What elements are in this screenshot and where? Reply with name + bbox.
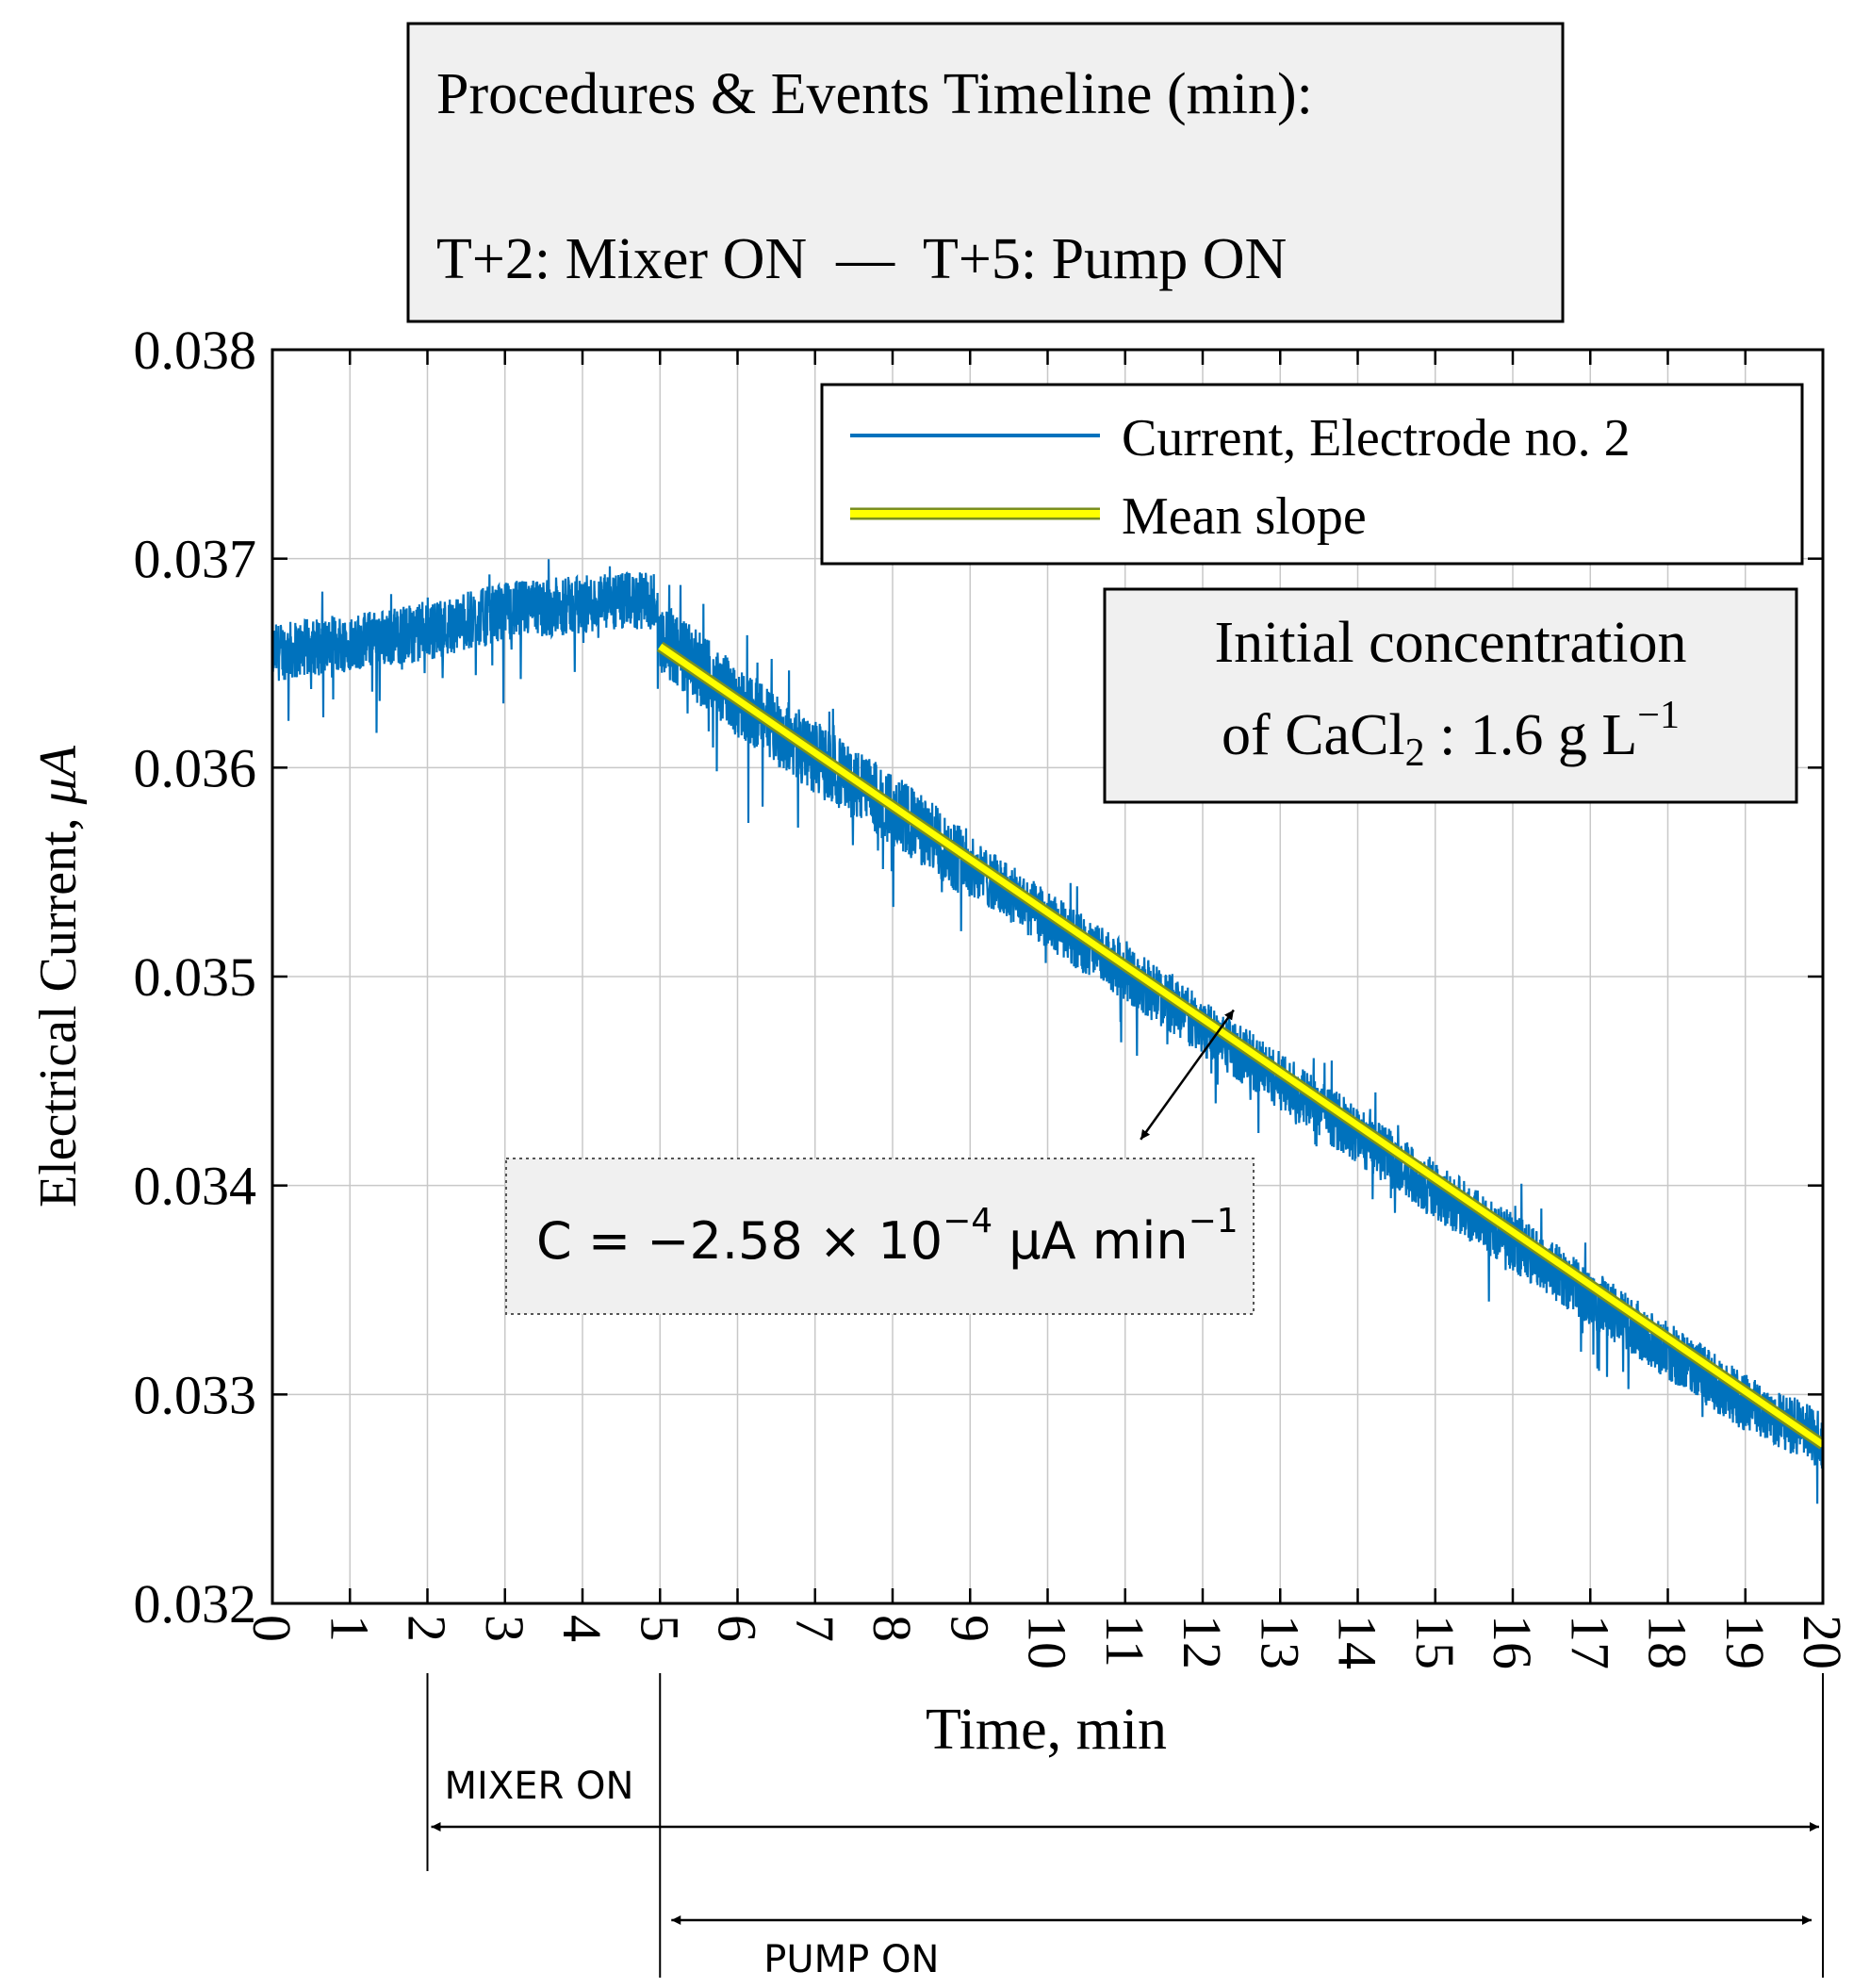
x-tick-label-4: 4	[551, 1615, 613, 1642]
legend-box	[820, 383, 1804, 566]
slope-text: C = −2.58 × 10−4 μA min−1	[536, 1202, 1238, 1271]
x-tick-label-0: 0	[241, 1615, 303, 1642]
concentration-prefix: of CaCl	[1222, 703, 1405, 767]
x-tick-label-14: 14	[1327, 1615, 1388, 1669]
slope-prefix: C = −2.58 × 10	[536, 1211, 943, 1271]
timeline-title-box: Procedures & Events Timeline (min): T+2:…	[406, 22, 1565, 323]
x-tick-label-1: 1	[319, 1615, 380, 1642]
concentration-box	[1103, 587, 1798, 804]
y-tick-label-0.032: 0.032	[134, 1573, 257, 1635]
x-tick-label-8: 8	[861, 1615, 923, 1642]
x-tick-label-6: 6	[707, 1615, 768, 1642]
concentration-line-2: of CaCl2 : 1.6 g L−1	[1222, 694, 1680, 775]
x-tick-label-11: 11	[1094, 1615, 1156, 1668]
y-tick-labels: 0.032 0.033 0.034 0.035 0.036 0.037 0.038	[134, 320, 257, 1635]
y-tick-label-0.034: 0.034	[134, 1156, 257, 1217]
x-tick-label-3: 3	[474, 1615, 535, 1642]
mixer-on-label: MIXER ON	[445, 1765, 634, 1808]
x-tick-label-2: 2	[397, 1615, 458, 1642]
legend: Current, Electrode no. 2 Mean slope	[820, 383, 1804, 566]
slope-box	[505, 1158, 1255, 1315]
x-axis-label: Time, min	[926, 1698, 1167, 1762]
x-tick-label-15: 15	[1404, 1615, 1466, 1669]
concentration-line-1: Initial concentration	[1215, 611, 1687, 675]
legend-label-current: Current, Electrode no. 2	[1122, 409, 1631, 468]
x-tick-label-19: 19	[1714, 1615, 1776, 1669]
events-timeline: MIXER ON PUMP ON	[426, 1673, 1824, 1981]
y-tick-label-0.037: 0.037	[134, 529, 257, 590]
x-tick-label-16: 16	[1482, 1615, 1543, 1669]
title-line-1: Procedures & Events Timeline (min):	[436, 62, 1313, 126]
y-tick-label-0.033: 0.033	[134, 1364, 257, 1425]
y-tick-label-0.038: 0.038	[134, 320, 257, 381]
slope-arrow	[1140, 1009, 1235, 1141]
axis-ticks	[271, 348, 1825, 1605]
x-tick-label-17: 17	[1559, 1615, 1620, 1669]
slope-annotation: C = −2.58 × 10−4 μA min−1	[505, 1009, 1255, 1315]
y-tick-label-0.035: 0.035	[134, 946, 257, 1008]
x-tick-label-9: 9	[939, 1615, 1000, 1642]
legend-label-mean-slope: Mean slope	[1122, 487, 1367, 546]
x-tick-label-18: 18	[1637, 1615, 1698, 1669]
y-axis-label: Electrical Current, μA	[29, 745, 88, 1208]
pump-on-label: PUMP ON	[763, 1938, 939, 1981]
y-axis-label-text: Electrical Current,	[29, 804, 88, 1208]
x-tick-label-20: 20	[1792, 1615, 1853, 1669]
slope-unit: μA min	[992, 1211, 1188, 1271]
concentration-subscript: 2	[1405, 731, 1425, 775]
x-tick-label-12: 12	[1172, 1615, 1233, 1669]
slope-unit-exponent: −1	[1189, 1202, 1238, 1240]
x-tick-label-13: 13	[1249, 1615, 1310, 1669]
concentration-value: : 1.6 g L	[1425, 703, 1638, 767]
title-line-2: T+2: Mixer ON — T+5: Pump ON	[436, 227, 1287, 291]
x-tick-label-7: 7	[784, 1615, 845, 1642]
slope-exponent: −4	[943, 1202, 992, 1240]
mean-slope-line	[658, 643, 1823, 1448]
x-tick-label-5: 5	[629, 1615, 690, 1642]
x-tick-labels: 0 1 2 3 4 5 6 7 8 9 10 11 12 13 14 15 16 17 18 19 20	[241, 1615, 1853, 1669]
concentration-superscript: −1	[1637, 694, 1680, 737]
y-axis-label-unit: μA	[29, 745, 88, 805]
concentration-annotation: Initial concentration of CaCl2 : 1.6 g L…	[1103, 587, 1798, 804]
x-tick-label-10: 10	[1017, 1615, 1078, 1669]
y-tick-label-0.036: 0.036	[134, 737, 257, 798]
